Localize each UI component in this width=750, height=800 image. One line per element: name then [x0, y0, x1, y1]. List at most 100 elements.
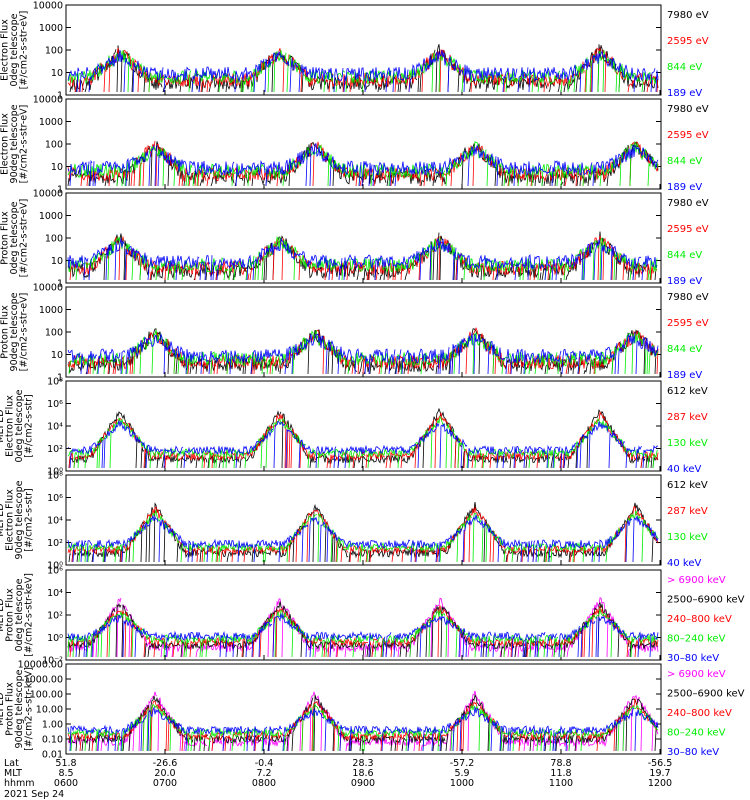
- series-line: [67, 420, 659, 469]
- y-axis-label-line: Proton Flux: [0, 305, 11, 359]
- footer-lat: -26.6: [153, 758, 178, 769]
- series-line: [67, 143, 659, 187]
- footer-lat: -0.4: [255, 758, 274, 769]
- y-tick-label: 10⁶: [47, 399, 63, 410]
- y-tick-label: 10²: [47, 538, 63, 549]
- footer-hhmm: 1100: [549, 778, 573, 789]
- series-line: [67, 235, 658, 281]
- data-traces: [68, 44, 658, 92]
- series-line: [67, 608, 659, 658]
- legend-entry: 844 eV: [667, 250, 702, 261]
- panel-8: 10000.00 1000.00 100.00 10.00 1.00 0.10 0.01 ME…: [0, 660, 745, 761]
- y-axis-label-line: Electron Flux: [4, 489, 15, 551]
- legend-entry: 80–240 keV: [667, 634, 726, 645]
- footer-lat: -57.2: [450, 758, 475, 769]
- y-tick-label: 1: [57, 373, 63, 384]
- legend-entry: 2500–6900 keV: [667, 595, 745, 606]
- y-axis-label-line: 90deg telescope: [14, 669, 25, 748]
- legend-entry: 130 keV: [667, 532, 708, 543]
- y-tick-label: 1: [57, 91, 63, 102]
- footer-hhmm: 0900: [351, 778, 375, 789]
- legend-entry: 612 keV: [667, 386, 708, 397]
- y-tick-label: 1000: [39, 117, 63, 128]
- series-line: [68, 407, 659, 469]
- legend-entry: 7980 eV: [667, 198, 709, 209]
- y-tick-label: 100.00: [30, 690, 63, 701]
- y-tick-label: 10: [51, 256, 63, 267]
- y-axis-label-line: 0deg telescope: [14, 578, 25, 651]
- y-axis-label-line: Electron Flux: [0, 19, 11, 81]
- y-tick-label: 10000: [33, 1, 63, 12]
- legend-entry: > 6900 keV: [667, 669, 726, 680]
- legend-entry: 2500–6900 keV: [667, 689, 745, 700]
- legend-entry: 189 eV: [667, 182, 702, 193]
- y-tick-label: 1: [57, 185, 63, 196]
- legend-entry: 2595 eV: [667, 224, 709, 235]
- y-tick-label: 10: [51, 68, 63, 79]
- data-traces: [67, 502, 659, 563]
- footer-hhmm: 0800: [252, 778, 276, 789]
- footer-mlt: 11.8: [550, 768, 571, 779]
- legend-entry: 287 keV: [667, 506, 708, 517]
- y-tick-label: 10⁴: [47, 588, 63, 599]
- legend-entry: 7980 eV: [667, 292, 709, 303]
- legend-entry: 189 eV: [667, 370, 702, 381]
- y-axis-label-line: 90deg telescope: [9, 292, 20, 371]
- y-tick-label: 10.00: [36, 705, 63, 716]
- y-tick-label: 10⁴: [47, 422, 63, 433]
- y-axis-label-line: MEPED: [0, 598, 6, 631]
- legend-entry: 240–800 keV: [667, 614, 732, 625]
- legend-entry: 844 eV: [667, 62, 702, 73]
- y-tick-label: 10⁻²: [42, 656, 63, 667]
- y-tick-label: 10000: [33, 283, 63, 294]
- series-line: [67, 706, 659, 752]
- y-tick-label: 10000: [33, 95, 63, 106]
- y-tick-label: 1000: [39, 211, 63, 222]
- footer-mlt: 18.6: [352, 768, 373, 779]
- legend-entry: 612 keV: [667, 480, 708, 491]
- data-traces: [67, 327, 659, 375]
- legend-entry: 30–80 keV: [667, 747, 719, 758]
- footer-lat: 78.8: [550, 758, 571, 769]
- footer-row-label: 2021 Sep 24: [4, 789, 64, 800]
- y-axis-label-line: 0deg telescope: [9, 13, 20, 86]
- y-tick-label: 1: [57, 279, 63, 290]
- series-line: [67, 597, 659, 658]
- data-traces: [67, 231, 658, 281]
- y-axis-label-line: Proton Flux: [4, 588, 15, 642]
- footer-lat: 28.3: [352, 758, 373, 769]
- footer-lat: 51.8: [55, 758, 76, 769]
- y-tick-label: 10⁴: [47, 516, 63, 527]
- y-axis-label-line: [#/cm2-s-str-eV]: [19, 105, 30, 184]
- data-traces: [67, 407, 659, 469]
- y-tick-label: 1000.00: [24, 675, 63, 686]
- series-line: [67, 49, 659, 93]
- series-line: [67, 514, 659, 563]
- series-line: [67, 237, 657, 281]
- y-axis-label-line: MEPED: [0, 409, 6, 442]
- y-tick-label: 100: [45, 328, 63, 339]
- legend-entry: 7980 eV: [667, 10, 709, 21]
- legend-entry: 40 keV: [667, 558, 701, 569]
- y-tick-label: 10⁶: [47, 566, 63, 577]
- legend-entry: > 6900 keV: [667, 575, 726, 586]
- y-axis-label-line: MEPED: [0, 503, 6, 536]
- y-tick-label: 10⁸: [47, 377, 63, 388]
- y-tick-label: 100: [45, 46, 63, 57]
- y-axis-label-line: [#/cm2-s-str-eV]: [19, 199, 30, 278]
- y-axis-label-line: Electron Flux: [0, 113, 11, 175]
- data-traces: [67, 690, 659, 752]
- y-tick-label: 100: [45, 140, 63, 151]
- footer-row-label: Lat: [4, 758, 19, 769]
- y-axis-label-line: [#/cm2-s-str]: [23, 394, 34, 457]
- plot-frame: [65, 474, 662, 566]
- y-tick-label: 10⁸: [47, 471, 63, 482]
